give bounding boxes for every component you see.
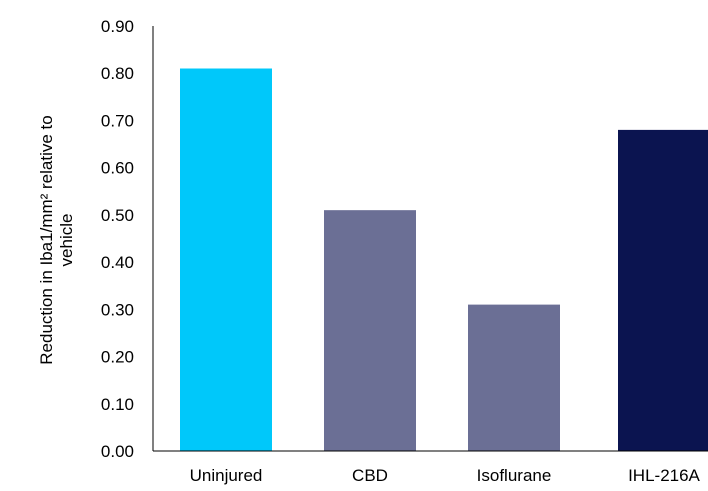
x-category-label: Uninjured (190, 466, 263, 485)
x-category-label: Isoflurane (477, 466, 552, 485)
y-tick-label: 0.40 (101, 253, 134, 272)
y-tick-label: 0.00 (101, 442, 134, 461)
x-axis-labels: Uninjured CBD Isoflurane IHL-216A (190, 466, 701, 485)
y-axis-ticks: 0.00 0.10 0.20 0.30 0.40 0.50 0.60 0.70 0.80 0.90 (101, 17, 134, 461)
bars (180, 68, 708, 451)
x-category-label: IHL-216A (628, 466, 700, 485)
y-tick-label: 0.10 (101, 395, 134, 414)
bar-isoflurane (468, 304, 560, 451)
y-tick-label: 0.60 (101, 159, 134, 178)
y-tick-label: 0.30 (101, 300, 134, 319)
y-tick-label: 0.20 (101, 348, 134, 367)
y-tick-label: 0.90 (101, 17, 134, 36)
bar-cbd (324, 210, 416, 451)
y-axis-title-line-2: vehicle (57, 214, 76, 267)
y-axis-title-line-1: Reduction in Iba1/mm² relative to (37, 115, 56, 364)
x-category-label: CBD (352, 466, 388, 485)
bar-ihl-216a (618, 129, 708, 451)
y-tick-label: 0.80 (101, 64, 134, 83)
bar-uninjured (180, 68, 272, 451)
y-tick-label: 0.70 (101, 111, 134, 130)
y-tick-label: 0.50 (101, 206, 134, 225)
